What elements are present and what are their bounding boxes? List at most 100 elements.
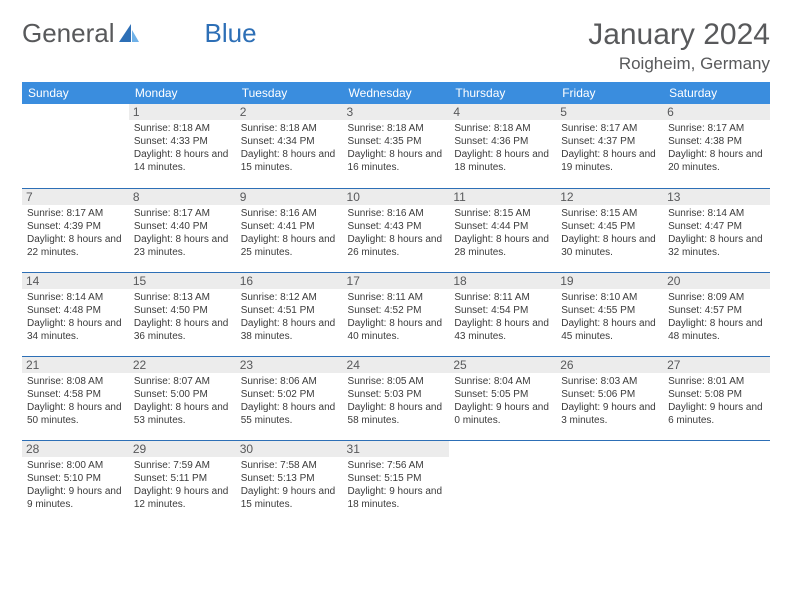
- calendar-week-row: 7 Sunrise: 8:17 AMSunset: 4:39 PMDaylight…: [22, 188, 770, 272]
- day-number: 31: [343, 441, 450, 457]
- calendar-day-cell: 14 Sunrise: 8:14 AMSunset: 4:48 PMDayligh…: [22, 272, 129, 356]
- day-number: 21: [22, 357, 129, 373]
- day-number: 28: [22, 441, 129, 457]
- day-number: 25: [449, 357, 556, 373]
- day-details: Sunrise: 8:06 AMSunset: 5:02 PMDaylight:…: [241, 375, 338, 427]
- header: General Blue January 2024 Roigheim, Germ…: [22, 18, 770, 74]
- weekday-header: Wednesday: [343, 82, 450, 104]
- day-details: Sunrise: 8:11 AMSunset: 4:52 PMDaylight:…: [348, 291, 445, 343]
- day-number: 8: [129, 189, 236, 205]
- day-details: Sunrise: 7:56 AMSunset: 5:15 PMDaylight:…: [348, 459, 445, 511]
- day-details: Sunrise: 8:07 AMSunset: 5:00 PMDaylight:…: [134, 375, 231, 427]
- day-number: 2: [236, 104, 343, 120]
- logo: General Blue: [22, 18, 257, 49]
- day-number: 27: [663, 357, 770, 373]
- calendar-day-cell: 3 Sunrise: 8:18 AMSunset: 4:35 PMDaylight…: [343, 104, 450, 188]
- day-details: Sunrise: 8:16 AMSunset: 4:41 PMDaylight:…: [241, 207, 338, 259]
- calendar-day-cell: 18Sunrise: 8:11 AMSunset: 4:54 PMDayligh…: [449, 272, 556, 356]
- day-details: Sunrise: 8:10 AMSunset: 4:55 PMDaylight:…: [561, 291, 658, 343]
- day-number: 18: [449, 273, 556, 289]
- logo-text-1: General: [22, 18, 115, 49]
- day-number: 3: [343, 104, 450, 120]
- calendar-day-cell: 25 Sunrise: 8:04 AMSunset: 5:05 PMDayligh…: [449, 356, 556, 440]
- day-details: Sunrise: 8:17 AMSunset: 4:39 PMDaylight:…: [27, 207, 124, 259]
- calendar-week-row: 14 Sunrise: 8:14 AMSunset: 4:48 PMDayligh…: [22, 272, 770, 356]
- calendar-day-cell: 24Sunrise: 8:05 AMSunset: 5:03 PMDayligh…: [343, 356, 450, 440]
- calendar-week-row: 28 Sunrise: 8:00 AMSunset: 5:10 PMDayligh…: [22, 440, 770, 524]
- calendar-day-cell: 19 Sunrise: 8:10 AMSunset: 4:55 PMDayligh…: [556, 272, 663, 356]
- calendar-day-cell: [663, 440, 770, 524]
- day-details: Sunrise: 8:08 AMSunset: 4:58 PMDaylight:…: [27, 375, 124, 427]
- calendar-day-cell: 20 Sunrise: 8:09 AMSunset: 4:57 PMDayligh…: [663, 272, 770, 356]
- day-details: Sunrise: 8:00 AMSunset: 5:10 PMDaylight:…: [27, 459, 124, 511]
- day-details: Sunrise: 8:16 AMSunset: 4:43 PMDaylight:…: [348, 207, 445, 259]
- calendar-day-cell: 22 Sunrise: 8:07 AMSunset: 5:00 PMDayligh…: [129, 356, 236, 440]
- day-number: 17: [343, 273, 450, 289]
- day-number: 12: [556, 189, 663, 205]
- day-details: Sunrise: 8:15 AMSunset: 4:44 PMDaylight:…: [454, 207, 551, 259]
- day-number: 5: [556, 104, 663, 120]
- calendar-day-cell: 23 Sunrise: 8:06 AMSunset: 5:02 PMDayligh…: [236, 356, 343, 440]
- logo-text-2: Blue: [205, 18, 257, 49]
- day-details: Sunrise: 8:14 AMSunset: 4:47 PMDaylight:…: [668, 207, 765, 259]
- day-details: Sunrise: 8:04 AMSunset: 5:05 PMDaylight:…: [454, 375, 551, 427]
- calendar-day-cell: 15Sunrise: 8:13 AMSunset: 4:50 PMDayligh…: [129, 272, 236, 356]
- day-number: 29: [129, 441, 236, 457]
- day-number: 6: [663, 104, 770, 120]
- day-number: 20: [663, 273, 770, 289]
- day-number: 11: [449, 189, 556, 205]
- calendar-day-cell: [449, 440, 556, 524]
- weekday-header: Sunday: [22, 82, 129, 104]
- calendar-day-cell: 30 Sunrise: 7:58 AMSunset: 5:13 PMDayligh…: [236, 440, 343, 524]
- calendar-day-cell: 21 Sunrise: 8:08 AMSunset: 4:58 PMDayligh…: [22, 356, 129, 440]
- weekday-header: Thursday: [449, 82, 556, 104]
- weekday-header: Monday: [129, 82, 236, 104]
- calendar-day-cell: 7 Sunrise: 8:17 AMSunset: 4:39 PMDaylight…: [22, 188, 129, 272]
- day-number: 22: [129, 357, 236, 373]
- day-number: 16: [236, 273, 343, 289]
- calendar-body: 1Sunrise: 8:18 AMSunset: 4:33 PMDaylight…: [22, 104, 770, 524]
- day-number: 9: [236, 189, 343, 205]
- day-number: 30: [236, 441, 343, 457]
- day-details: Sunrise: 8:18 AMSunset: 4:34 PMDaylight:…: [241, 122, 338, 174]
- day-details: Sunrise: 8:15 AMSunset: 4:45 PMDaylight:…: [561, 207, 658, 259]
- calendar-day-cell: 10 Sunrise: 8:16 AMSunset: 4:43 PMDayligh…: [343, 188, 450, 272]
- calendar-day-cell: 2 Sunrise: 8:18 AMSunset: 4:34 PMDaylight…: [236, 104, 343, 188]
- day-details: Sunrise: 8:17 AMSunset: 4:37 PMDaylight:…: [561, 122, 658, 174]
- weekday-header: Friday: [556, 82, 663, 104]
- calendar-day-cell: [22, 104, 129, 188]
- calendar-day-cell: 13 Sunrise: 8:14 AMSunset: 4:47 PMDayligh…: [663, 188, 770, 272]
- day-number: 19: [556, 273, 663, 289]
- day-details: Sunrise: 8:01 AMSunset: 5:08 PMDaylight:…: [668, 375, 765, 427]
- page-title: January 2024: [588, 18, 770, 52]
- day-details: Sunrise: 8:18 AMSunset: 4:35 PMDaylight:…: [348, 122, 445, 174]
- day-details: Sunrise: 8:18 AMSunset: 4:33 PMDaylight:…: [134, 122, 231, 174]
- title-block: January 2024 Roigheim, Germany: [588, 18, 770, 74]
- calendar-day-cell: 8 Sunrise: 8:17 AMSunset: 4:40 PMDaylight…: [129, 188, 236, 272]
- day-details: Sunrise: 8:09 AMSunset: 4:57 PMDaylight:…: [668, 291, 765, 343]
- day-details: Sunrise: 8:12 AMSunset: 4:51 PMDaylight:…: [241, 291, 338, 343]
- day-number: 13: [663, 189, 770, 205]
- day-number: 14: [22, 273, 129, 289]
- location: Roigheim, Germany: [588, 54, 770, 74]
- day-details: Sunrise: 8:14 AMSunset: 4:48 PMDaylight:…: [27, 291, 124, 343]
- day-details: Sunrise: 7:58 AMSunset: 5:13 PMDaylight:…: [241, 459, 338, 511]
- calendar-day-cell: [556, 440, 663, 524]
- day-details: Sunrise: 8:17 AMSunset: 4:38 PMDaylight:…: [668, 122, 765, 174]
- day-number: 24: [343, 357, 450, 373]
- calendar-table: Sunday Monday Tuesday Wednesday Thursday…: [22, 82, 770, 524]
- logo-sail-icon: [117, 22, 141, 46]
- calendar-day-cell: 31 Sunrise: 7:56 AMSunset: 5:15 PMDayligh…: [343, 440, 450, 524]
- calendar-day-cell: 6 Sunrise: 8:17 AMSunset: 4:38 PMDaylight…: [663, 104, 770, 188]
- weekday-header-row: Sunday Monday Tuesday Wednesday Thursday…: [22, 82, 770, 104]
- day-details: Sunrise: 8:17 AMSunset: 4:40 PMDaylight:…: [134, 207, 231, 259]
- day-number: 7: [22, 189, 129, 205]
- day-number: 23: [236, 357, 343, 373]
- calendar-day-cell: 1Sunrise: 8:18 AMSunset: 4:33 PMDaylight…: [129, 104, 236, 188]
- day-number: 26: [556, 357, 663, 373]
- day-number: 4: [449, 104, 556, 120]
- calendar-day-cell: 16 Sunrise: 8:12 AMSunset: 4:51 PMDayligh…: [236, 272, 343, 356]
- day-details: Sunrise: 8:13 AMSunset: 4:50 PMDaylight:…: [134, 291, 231, 343]
- calendar-day-cell: 11 Sunrise: 8:15 AMSunset: 4:44 PMDayligh…: [449, 188, 556, 272]
- day-number: 10: [343, 189, 450, 205]
